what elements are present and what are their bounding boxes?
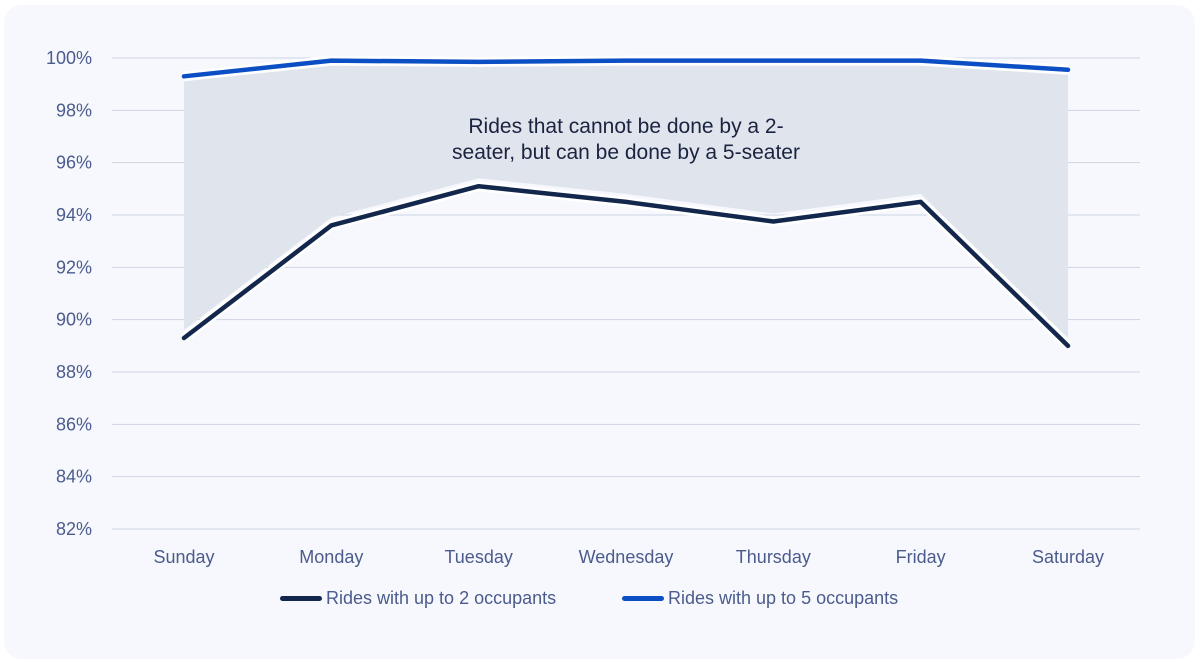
area-between-series	[184, 64, 1068, 338]
x-tick-label: Thursday	[736, 547, 811, 567]
y-tick-label: 88%	[56, 362, 92, 382]
y-tick-label: 82%	[56, 519, 92, 539]
y-tick-label: 96%	[56, 153, 92, 173]
area-annotation-line-2: seater, but can be done by a 5-seater	[452, 141, 800, 164]
legend-label: Rides with up to 2 occupants	[326, 588, 557, 608]
legend-label: Rides with up to 5 occupants	[668, 588, 899, 608]
x-tick-label: Tuesday	[444, 547, 512, 567]
legend-swatch-2-occupants	[280, 596, 322, 601]
y-tick-label: 100%	[46, 48, 92, 68]
legend-item-2-occupants[interactable]: Rides with up to 2 occupants	[280, 588, 556, 609]
y-tick-label: 84%	[56, 467, 92, 487]
x-tick-label: Saturday	[1032, 547, 1104, 567]
x-tick-label: Wednesday	[579, 547, 674, 567]
y-tick-label: 98%	[56, 100, 92, 120]
y-tick-label: 92%	[56, 257, 92, 277]
legend-item-5-occupants[interactable]: Rides with up to 5 occupants	[622, 588, 898, 609]
y-tick-label: 94%	[56, 205, 92, 225]
y-tick-label: 90%	[56, 310, 92, 330]
x-tick-label: Friday	[896, 547, 946, 567]
y-tick-label: 86%	[56, 414, 92, 434]
area-annotation-line-1: Rides that cannot be done by a 2-	[468, 115, 783, 138]
x-tick-label: Monday	[299, 547, 363, 567]
x-tick-label: Sunday	[153, 547, 214, 567]
legend-swatch-5-occupants	[622, 596, 664, 601]
